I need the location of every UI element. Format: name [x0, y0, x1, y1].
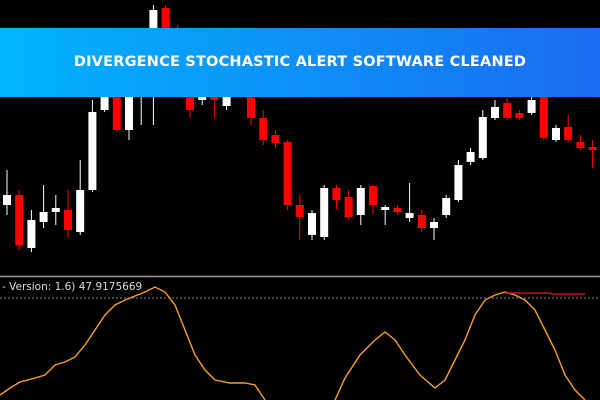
- candle-body: [39, 212, 48, 222]
- candle-body: [552, 128, 560, 140]
- candle-body: [369, 186, 377, 205]
- candle-body: [332, 188, 341, 200]
- candle-body: [466, 152, 475, 162]
- candle-body: [442, 198, 451, 215]
- candle-body: [430, 222, 438, 228]
- candle-body: [308, 213, 316, 235]
- candle-body: [320, 188, 329, 237]
- candle-body: [76, 190, 85, 232]
- banner: [0, 28, 600, 97]
- candle-body: [64, 210, 72, 230]
- candle-body: [503, 103, 512, 118]
- candle-body: [161, 8, 170, 30]
- candle-body: [3, 195, 11, 205]
- candle-body: [100, 95, 109, 110]
- indicator-line: [0, 286, 586, 400]
- candle-body: [356, 188, 365, 215]
- candle-body: [247, 80, 255, 118]
- candle-body: [112, 95, 121, 130]
- candle-body: [259, 118, 268, 140]
- candle-body: [393, 208, 402, 212]
- candle-body: [381, 207, 390, 210]
- candle-body: [405, 213, 414, 218]
- candle-body: [515, 113, 524, 118]
- candle-body: [588, 147, 597, 150]
- candle-body: [417, 215, 426, 228]
- candle-body: [491, 107, 499, 118]
- candle-body: [15, 195, 24, 245]
- indicator-label: - Version: 1.6) 47.9175669: [2, 281, 142, 293]
- candle-body: [564, 127, 573, 140]
- candle-body: [88, 112, 97, 190]
- candle-body: [271, 135, 280, 143]
- banner-title: DIVERGENCE STOCHASTIC ALERT SOFTWARE CLE…: [74, 54, 526, 70]
- candle-body: [539, 97, 548, 138]
- candle-body: [149, 10, 158, 28]
- candle-body: [527, 100, 536, 113]
- candle-body: [295, 205, 304, 217]
- indicator-line: [505, 292, 585, 295]
- candle-body: [27, 220, 36, 248]
- candle-body: [576, 142, 585, 148]
- candle-body: [344, 197, 353, 217]
- candle-body: [51, 208, 60, 212]
- candle-body: [454, 165, 463, 200]
- candle-body: [125, 95, 133, 130]
- candle-body: [478, 117, 487, 158]
- indicator-pane: [0, 286, 600, 400]
- candle-body: [283, 142, 292, 205]
